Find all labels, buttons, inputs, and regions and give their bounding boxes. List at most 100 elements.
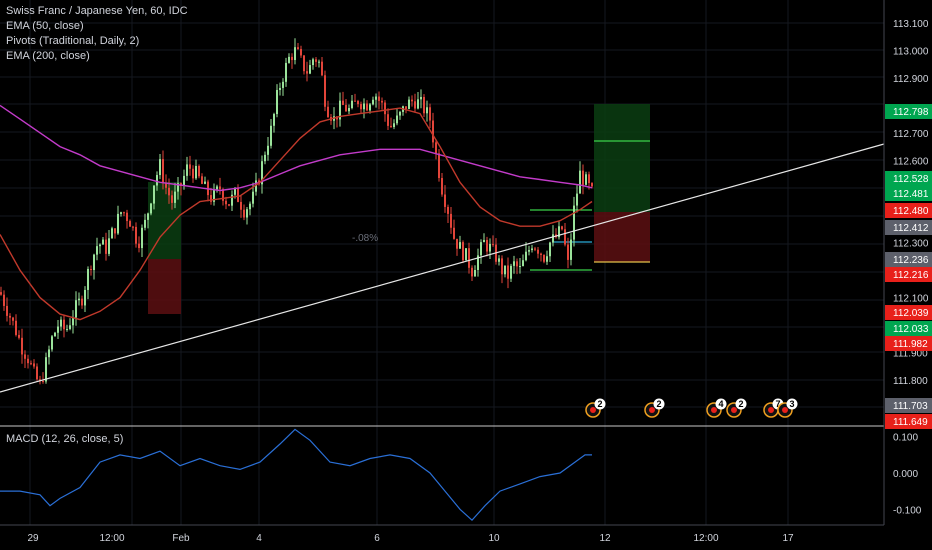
legend-macd[interactable]: MACD (12, 26, close, 5) (6, 433, 124, 445)
event-marker[interactable]: 4 (706, 398, 727, 418)
candle (375, 93, 377, 108)
candle (231, 190, 233, 211)
candle (165, 174, 167, 195)
candle (552, 225, 554, 247)
candle (345, 98, 347, 112)
candle (93, 253, 95, 280)
candle (279, 82, 281, 96)
candle (72, 310, 74, 334)
price-badge: 112.039 (885, 305, 932, 320)
candle (282, 78, 284, 96)
candle (177, 177, 179, 200)
candle (174, 182, 176, 209)
candle (480, 239, 482, 264)
candle (498, 255, 500, 266)
candle (420, 89, 422, 109)
candle (126, 209, 128, 229)
candle (48, 345, 50, 365)
svg-text:111.982: 111.982 (893, 339, 928, 350)
candle (474, 265, 476, 277)
time-tick-label: 12 (599, 533, 611, 544)
legend-symbol[interactable]: Swiss Franc / Japanese Yen, 60, IDC (6, 5, 188, 17)
candle (381, 97, 383, 110)
candle (312, 57, 314, 70)
candle (249, 201, 251, 216)
candle (186, 156, 188, 181)
macd-line (0, 428, 592, 522)
macd-axis[interactable]: 0.100 0.000 -0.100 (893, 433, 922, 517)
time-axis[interactable]: 29 12:00 Feb 4 6 10 12 12:00 17 (27, 533, 794, 544)
candle (531, 245, 533, 253)
candle (363, 98, 365, 119)
svg-text:111.649: 111.649 (893, 417, 928, 428)
svg-text:3: 3 (789, 399, 794, 409)
svg-text:112.033: 112.033 (893, 324, 929, 335)
svg-text:7: 7 (775, 399, 780, 409)
price-tick-label: 111.900 (893, 349, 928, 360)
candle (135, 222, 137, 248)
event-marker[interactable]: 2 (726, 398, 747, 418)
svg-text:112.412: 112.412 (893, 223, 929, 234)
candle (390, 117, 392, 129)
event-marker[interactable]: 3 (777, 398, 798, 418)
candle (417, 91, 419, 110)
event-marker[interactable]: 2 (585, 398, 606, 418)
candle (57, 319, 59, 339)
price-tick-label: 112.600 (893, 156, 929, 167)
candle (366, 100, 368, 112)
candle (276, 84, 278, 118)
candle (204, 176, 206, 185)
candle (261, 155, 263, 194)
candle (321, 56, 323, 77)
candle (210, 187, 212, 205)
legend-pivots[interactable]: Pivots (Traditional, Daily, 2) (6, 35, 140, 47)
legend-ema200[interactable]: EMA (200, close) (6, 50, 90, 62)
candle (534, 246, 536, 252)
candle (411, 95, 413, 107)
candle (561, 225, 563, 231)
candle (36, 363, 38, 381)
event-marker[interactable]: 2 (644, 398, 665, 418)
long-position-stop-zone-2[interactable] (594, 212, 650, 262)
long-position-stop-zone[interactable] (148, 259, 181, 314)
candle (435, 139, 437, 160)
ema50-line (0, 107, 593, 321)
trend-line[interactable] (0, 143, 885, 393)
candle (288, 53, 290, 64)
candle (171, 190, 173, 210)
long-position-profit-zone-2[interactable] (594, 104, 650, 212)
candle (567, 237, 569, 269)
legend-ema50[interactable]: EMA (50, close) (6, 20, 84, 32)
candle (462, 240, 464, 264)
candle (39, 375, 41, 385)
candle (294, 38, 296, 65)
time-tick-label: Feb (172, 533, 190, 544)
price-badge: 112.216 (885, 267, 932, 282)
price-tick-label: 111.800 (893, 376, 928, 387)
candle (477, 248, 479, 277)
svg-text:2: 2 (656, 399, 661, 409)
candle (18, 330, 20, 340)
candle (189, 155, 191, 176)
candle (576, 185, 578, 213)
candle (51, 334, 53, 352)
price-axis[interactable]: 113.100 113.000 112.900 112.700 112.600 112.3… (893, 19, 929, 387)
candle (69, 318, 71, 331)
candle (243, 204, 245, 221)
candle (60, 316, 62, 331)
candle (309, 59, 311, 75)
candle (468, 242, 470, 274)
svg-text:112.528: 112.528 (893, 174, 929, 185)
candle (348, 104, 350, 115)
candle (246, 206, 248, 225)
price-badge: 112.033 (885, 321, 932, 336)
candle (447, 204, 449, 224)
macd-tick-label: 0.000 (893, 469, 918, 480)
candle (84, 286, 86, 313)
candle (114, 228, 116, 239)
candle (90, 265, 92, 276)
candle (510, 263, 512, 283)
